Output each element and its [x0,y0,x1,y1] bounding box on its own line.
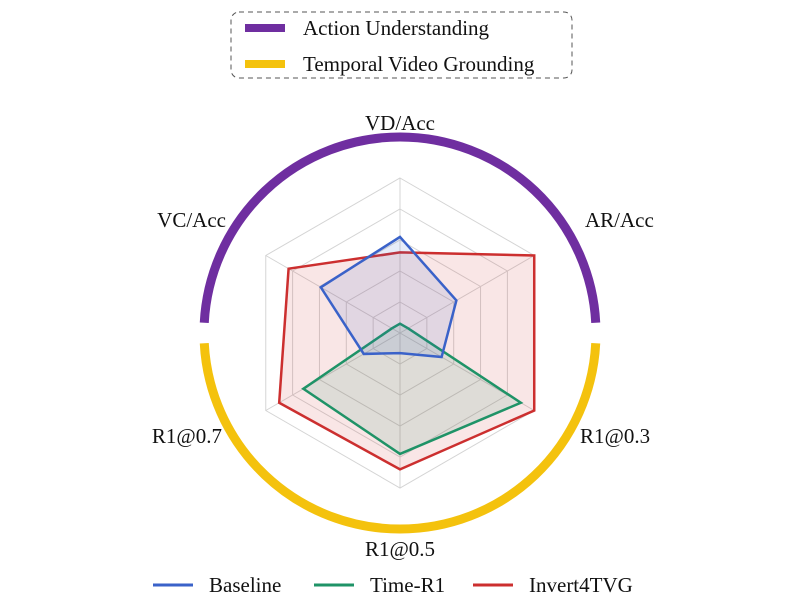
group-arcs [199,132,601,534]
group-legend-frame [230,11,573,79]
axis-labels: VD/Acc AR/Acc R1@0.3 R1@0.5 R1@0.7 VC/Acc [152,111,654,561]
axis-label-vd-acc: VD/Acc [365,111,435,135]
series-legend-label-invert4tvg: Invert4TVG [529,573,633,597]
group-legend-label-temporal-video-grounding: Temporal Video Grounding [303,52,535,76]
group-legend-label-action-understanding: Action Understanding [303,16,490,40]
grid-spoke-r1-0-7 [265,332,401,411]
axis-label-vc-acc: VC/Acc [157,208,226,232]
axis-label-r1-0-3: R1@0.3 [580,424,650,448]
axis-label-r1-0-5: R1@0.5 [365,537,435,561]
series-legend-label-time-r1: Time-R1 [370,573,445,597]
series-polygons [277,235,536,471]
group-legend: Action Understanding Temporal Video Groun… [230,11,573,79]
series-baseline [319,235,458,359]
series-time-r1 [301,322,524,456]
grid-spoke-ar-acc [399,255,535,334]
series-legend-label-baseline: Baseline [209,573,281,597]
axis-label-ar-acc: AR/Acc [585,208,654,232]
group-arc-action-understanding [199,132,601,323]
axis-label-r1-0-7: R1@0.7 [152,424,222,448]
group-arc-temporal-video-grounding [199,343,601,534]
series-legend: Baseline Time-R1 Invert4TVG [153,573,633,597]
